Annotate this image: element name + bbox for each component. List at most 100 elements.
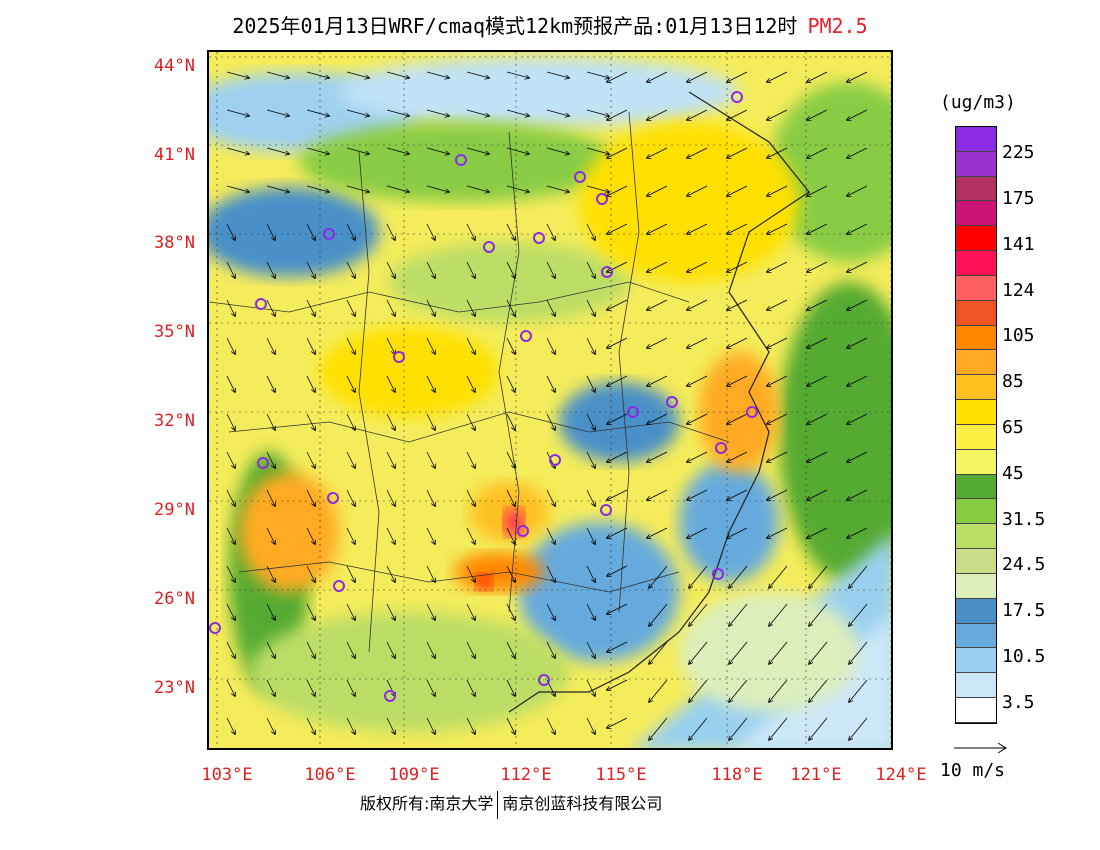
wind-arrow bbox=[386, 223, 395, 240]
wind-arrow bbox=[607, 489, 628, 500]
legend-swatch bbox=[956, 275, 996, 301]
wind-arrow bbox=[506, 451, 515, 468]
legend-swatch bbox=[956, 325, 996, 351]
province-border bbox=[209, 281, 690, 313]
wind-arrow bbox=[426, 717, 435, 734]
wind-arrow bbox=[466, 185, 489, 192]
legend-label: 17.5 bbox=[1002, 600, 1046, 621]
wind-arrow bbox=[546, 261, 555, 278]
city-marker-icon bbox=[455, 154, 467, 166]
city-marker-icon bbox=[627, 406, 639, 418]
city-marker-icon bbox=[384, 690, 396, 702]
concentration-patch bbox=[476, 574, 492, 590]
wind-arrow bbox=[506, 185, 529, 192]
legend-swatch bbox=[956, 474, 996, 500]
wind-arrow bbox=[426, 489, 435, 506]
wind-arrow bbox=[687, 71, 708, 82]
wind-arrow bbox=[306, 223, 315, 240]
legend-label: 225 bbox=[1002, 142, 1035, 163]
wind-arrow bbox=[607, 185, 628, 196]
legend-swatch bbox=[956, 300, 996, 326]
wind-arrow bbox=[607, 223, 628, 234]
wind-arrow bbox=[426, 527, 435, 544]
wind-arrow bbox=[386, 641, 395, 658]
wind-arrow bbox=[466, 71, 489, 78]
concentration-patch bbox=[579, 122, 799, 282]
wind-arrow bbox=[767, 223, 788, 234]
wind-arrow bbox=[386, 185, 409, 192]
wind-arrow bbox=[226, 299, 235, 316]
legend-swatch bbox=[956, 598, 996, 624]
wind-arrow bbox=[466, 451, 475, 468]
city-marker-icon bbox=[255, 298, 267, 310]
title-text: 2025年01月13日WRF/cmaq模式12km预报产品:01月13日12时 bbox=[232, 14, 798, 38]
wind-arrow bbox=[426, 679, 435, 696]
wind-arrow bbox=[727, 375, 748, 386]
city-marker-icon bbox=[209, 622, 221, 634]
legend-swatch bbox=[956, 449, 996, 475]
wind-arrow bbox=[849, 717, 868, 740]
wind-arrow bbox=[346, 717, 355, 734]
wind-arrow bbox=[266, 299, 275, 316]
wind-arrow bbox=[586, 451, 595, 468]
wind-arrow bbox=[809, 679, 828, 702]
legend-label: 24.5 bbox=[1002, 554, 1046, 575]
wind-arrow bbox=[466, 337, 475, 354]
legend-swatch bbox=[956, 251, 996, 276]
legend-swatch bbox=[956, 176, 996, 202]
wind-arrow bbox=[266, 489, 275, 506]
wind-arrow bbox=[506, 299, 515, 316]
province-border bbox=[358, 151, 380, 653]
wind-arrow bbox=[226, 261, 235, 278]
wind-arrow bbox=[386, 489, 395, 506]
legend-label: 141 bbox=[1002, 234, 1035, 255]
wind-arrow bbox=[346, 413, 355, 430]
copyright-footer: 版权所有:南京大学 南京创蓝科技有限公司 bbox=[360, 790, 662, 819]
city-marker-icon bbox=[257, 457, 269, 469]
wind-arrow bbox=[607, 413, 628, 424]
wind-arrow bbox=[266, 147, 289, 154]
wind-arrow bbox=[346, 679, 355, 696]
wind-arrow bbox=[466, 261, 475, 278]
city-marker-icon bbox=[596, 193, 608, 205]
wind-arrow bbox=[226, 679, 235, 696]
wind-arrow bbox=[807, 147, 828, 158]
coastline bbox=[508, 91, 810, 713]
wind-arrow bbox=[426, 337, 435, 354]
wind-arrow bbox=[466, 375, 475, 392]
wind-arrow bbox=[647, 147, 668, 158]
city-marker-icon bbox=[549, 454, 561, 466]
lon-label-112: 112°E bbox=[500, 765, 552, 785]
wind-vectors bbox=[226, 71, 868, 740]
wind-arrow bbox=[266, 451, 275, 468]
wind-arrow bbox=[346, 375, 355, 392]
wind-arrow bbox=[306, 489, 315, 506]
wind-arrow bbox=[647, 375, 668, 386]
wind-arrow bbox=[807, 413, 828, 424]
wind-arrow bbox=[767, 109, 788, 120]
wind-arrow bbox=[607, 337, 628, 348]
wind-arrow bbox=[386, 147, 409, 154]
wind-arrow bbox=[346, 641, 355, 658]
lat-label-26: 26°N bbox=[154, 589, 195, 609]
wind-arrow bbox=[809, 565, 828, 588]
wind-arrow bbox=[546, 147, 569, 154]
legend-label: 85 bbox=[1002, 371, 1024, 392]
wind-arrow bbox=[466, 527, 475, 544]
city-marker-icon bbox=[715, 442, 727, 454]
wind-arrow bbox=[266, 565, 275, 582]
wind-arrow bbox=[386, 375, 395, 392]
wind-arrow bbox=[386, 451, 395, 468]
wind-arrow bbox=[546, 337, 555, 354]
wind-arrow bbox=[266, 337, 275, 354]
city-marker-icon bbox=[520, 330, 532, 342]
wind-arrow bbox=[767, 299, 788, 310]
city-marker-icon bbox=[538, 674, 550, 686]
wind-arrow bbox=[226, 147, 249, 154]
wind-arrow bbox=[266, 527, 275, 544]
wind-arrow bbox=[767, 71, 788, 82]
wind-arrow bbox=[727, 223, 748, 234]
legend-label: 31.5 bbox=[1002, 509, 1046, 530]
wind-arrow bbox=[769, 717, 788, 740]
wind-arrow bbox=[586, 679, 595, 696]
